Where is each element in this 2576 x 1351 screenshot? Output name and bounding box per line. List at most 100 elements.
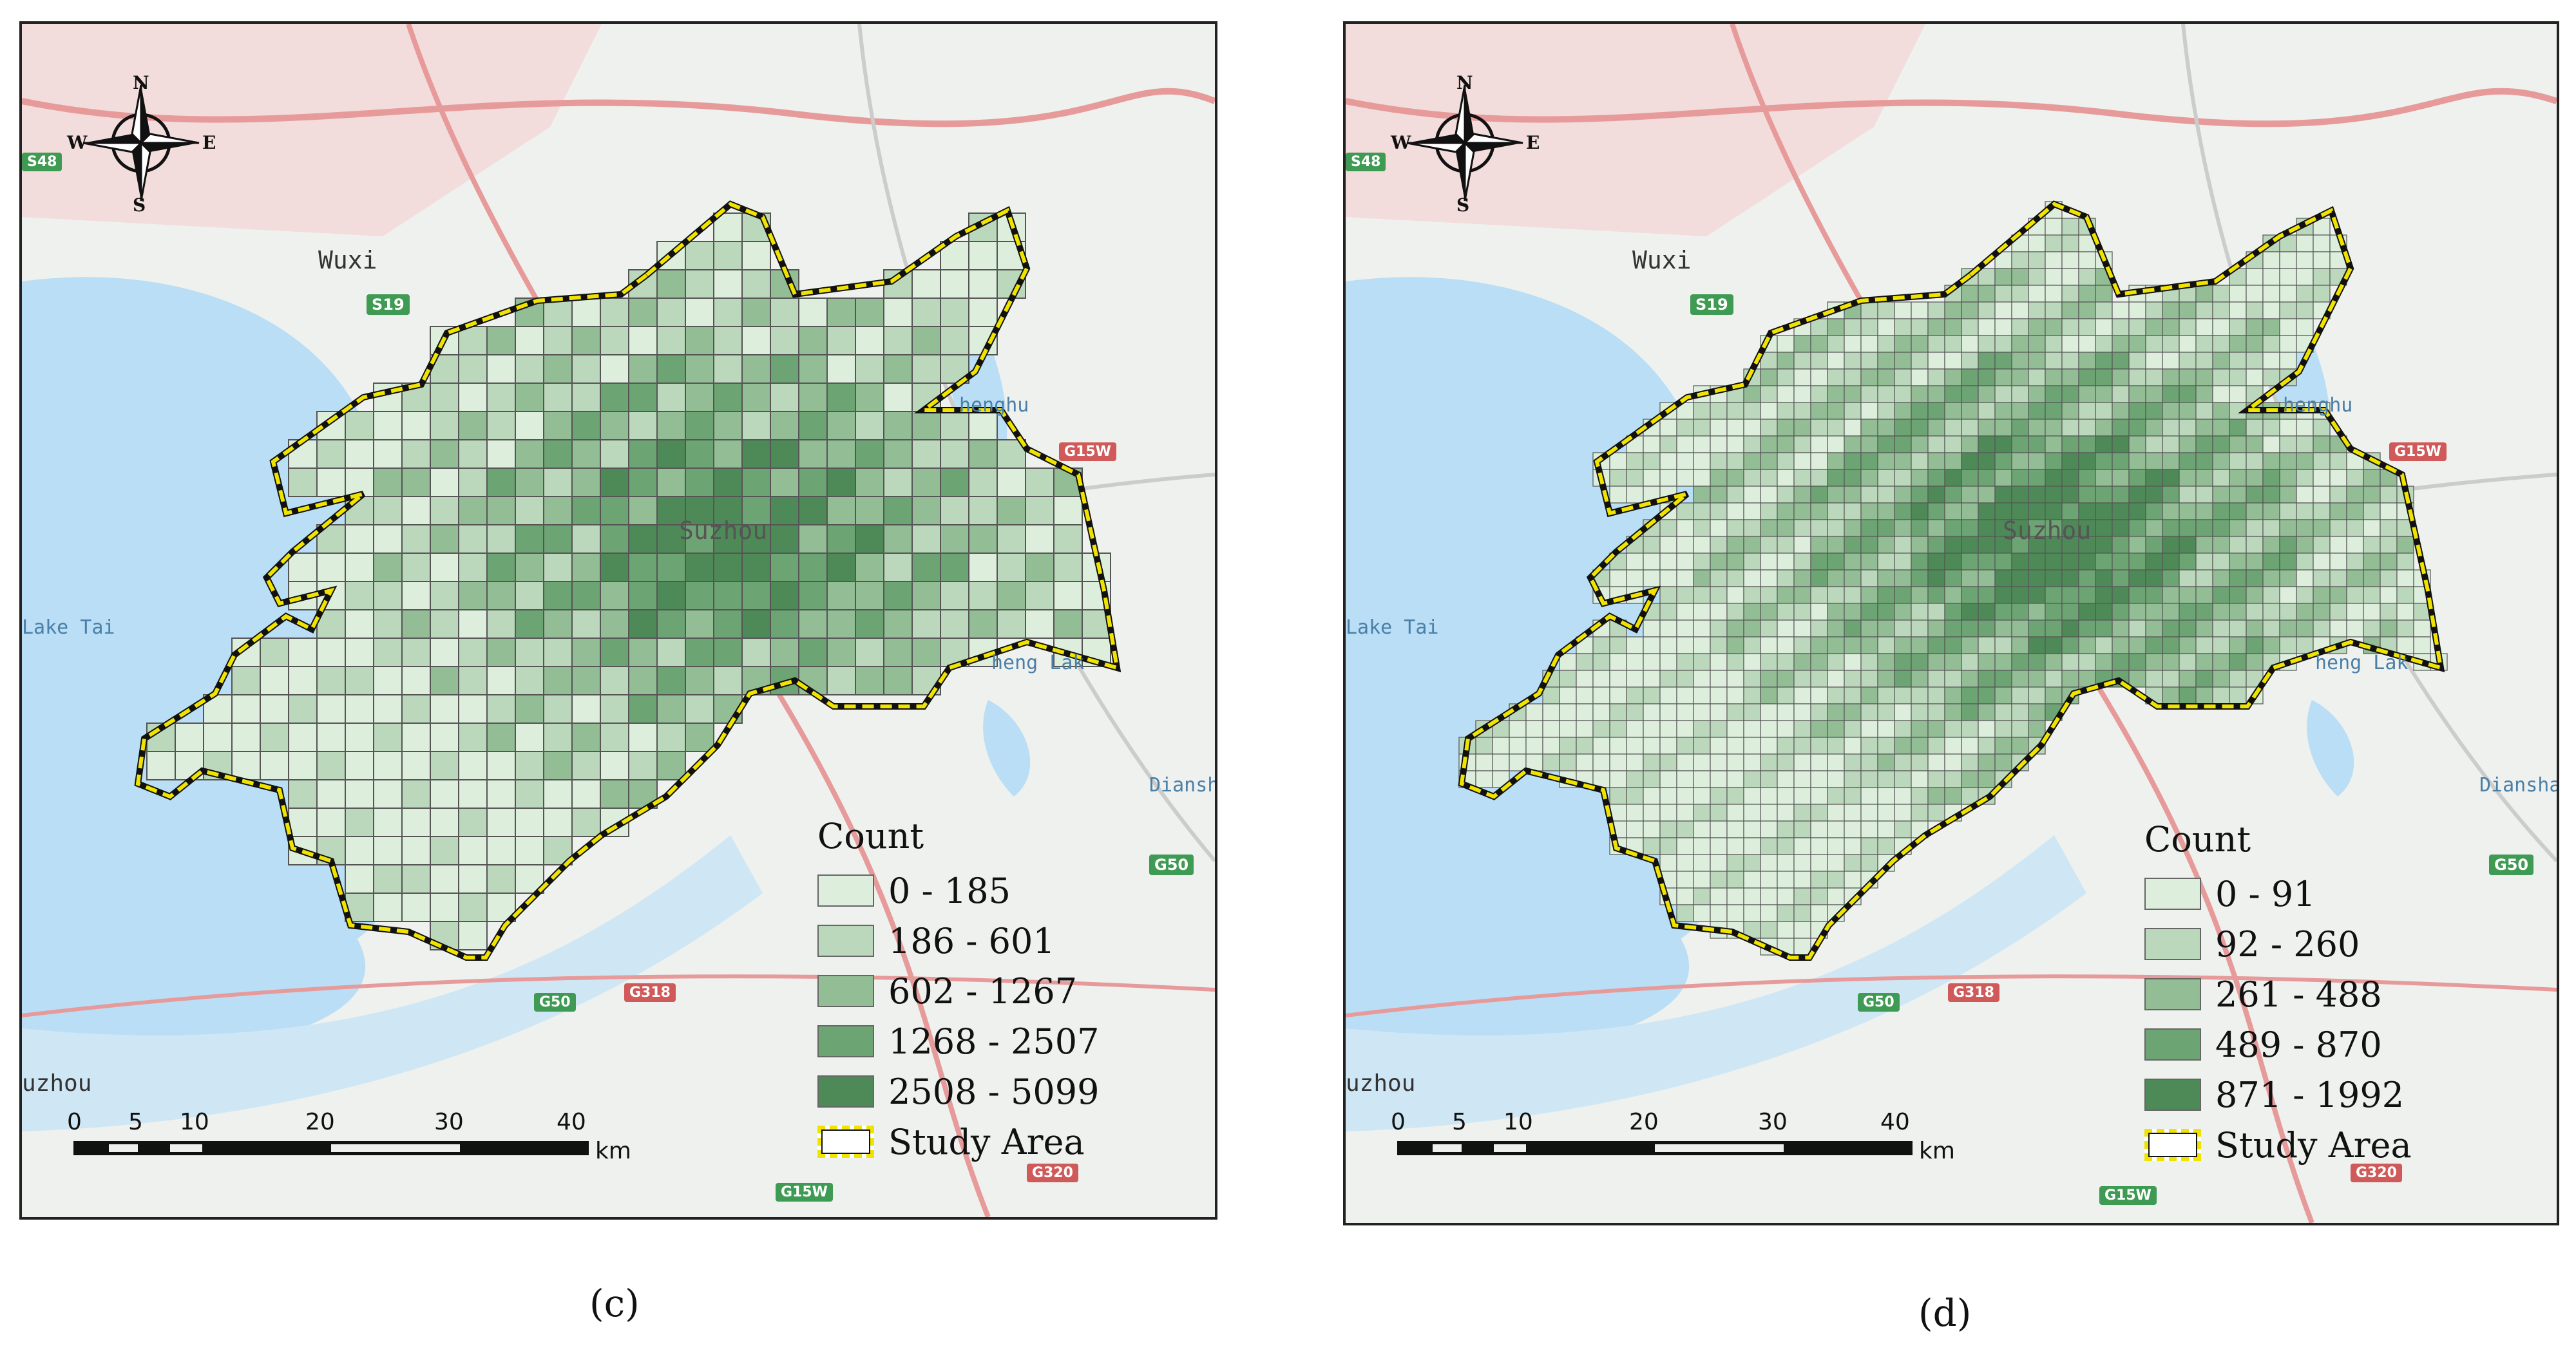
grid-cell bbox=[1944, 703, 1962, 721]
grid-cell bbox=[2262, 553, 2280, 571]
grid-cell bbox=[1743, 619, 1761, 638]
grid-cell bbox=[2011, 619, 2029, 638]
grid-cell bbox=[1978, 486, 1996, 504]
grid-cell bbox=[2061, 419, 2079, 437]
grid-cell bbox=[770, 354, 799, 384]
grid-cell bbox=[656, 411, 686, 440]
grid-cell bbox=[571, 808, 601, 837]
grid-cell bbox=[1994, 670, 2012, 688]
grid-cell bbox=[1810, 536, 1828, 554]
grid-cell bbox=[571, 666, 601, 695]
grid-cell bbox=[2313, 251, 2331, 269]
grid-cell bbox=[628, 496, 658, 525]
grid-cell bbox=[1911, 619, 1929, 638]
grid-cell bbox=[1626, 770, 1644, 788]
grid-cell bbox=[1810, 486, 1828, 504]
grid-cell bbox=[2045, 318, 2063, 336]
grid-cell bbox=[1877, 502, 1895, 520]
grid-cell bbox=[2061, 335, 2079, 353]
grid-cell bbox=[1844, 804, 1862, 822]
grid-cell bbox=[2128, 368, 2146, 386]
grid-cell bbox=[940, 553, 969, 582]
grid-cell bbox=[1810, 904, 1828, 922]
grid-cell bbox=[1860, 586, 1878, 604]
grid-cell bbox=[2195, 686, 2213, 704]
grid-cell bbox=[600, 496, 629, 525]
grid-cell bbox=[2045, 502, 2063, 520]
grid-cell bbox=[1710, 619, 1728, 638]
grid-cell bbox=[1626, 569, 1644, 587]
grid-cell bbox=[2313, 486, 2331, 504]
grid-cell bbox=[430, 723, 459, 752]
grid-cell bbox=[1978, 435, 1996, 453]
grid-cell bbox=[1860, 603, 1878, 621]
grid-cell bbox=[1961, 686, 1979, 704]
grid-cell bbox=[2229, 670, 2247, 688]
grid-cell bbox=[628, 723, 658, 752]
grid-cell bbox=[2262, 318, 2280, 336]
grid-cell bbox=[1978, 402, 1996, 420]
grid-cell bbox=[2011, 318, 2029, 336]
grid-cell bbox=[2078, 653, 2096, 671]
grid-cell bbox=[345, 666, 374, 695]
grid-cell bbox=[1844, 720, 1862, 738]
grid-cell bbox=[685, 496, 714, 525]
grid-cell bbox=[2296, 318, 2314, 336]
grid-cell bbox=[2279, 352, 2297, 370]
grid-cell bbox=[1793, 804, 1811, 822]
grid-cell bbox=[2179, 435, 2197, 453]
grid-cell bbox=[1676, 720, 1694, 738]
grid-cell bbox=[1810, 402, 1828, 420]
grid-cell bbox=[2296, 268, 2314, 286]
grid-cell bbox=[486, 354, 516, 384]
grid-cell bbox=[1994, 268, 2012, 286]
place-label-suzhou: Suzhou bbox=[2003, 516, 2092, 545]
grid-cell bbox=[316, 439, 346, 469]
place-label-lake-tai: Lake Tai bbox=[22, 616, 115, 639]
grid-cell bbox=[2229, 452, 2247, 470]
grid-cell bbox=[2246, 419, 2264, 437]
grid-cell bbox=[1860, 619, 1878, 638]
grid-cell bbox=[1726, 603, 1744, 621]
grid-cell bbox=[1626, 703, 1644, 721]
map-legend: Count 0 - 185 186 - 601 602 - 1267 1268 - 2… bbox=[817, 816, 1099, 1167]
grid-cell bbox=[2195, 670, 2213, 688]
grid-cell bbox=[1676, 887, 1694, 905]
grid-cell bbox=[2045, 452, 2063, 470]
grid-cell bbox=[1927, 502, 1945, 520]
grid-cell bbox=[826, 354, 856, 384]
grid-cell bbox=[2028, 285, 2046, 303]
grid-cell bbox=[1576, 703, 1594, 721]
grid-cell bbox=[345, 524, 374, 554]
grid-cell bbox=[1877, 419, 1895, 437]
grid-cell bbox=[2212, 301, 2230, 319]
grid-cell bbox=[2011, 352, 2029, 370]
grid-cell bbox=[1726, 452, 1744, 470]
grid-cell bbox=[146, 751, 176, 780]
grid-cell bbox=[1643, 619, 1661, 638]
grid-cell bbox=[1994, 619, 2012, 638]
scale-tick: 40 bbox=[557, 1109, 586, 1135]
grid-cell bbox=[1743, 569, 1761, 587]
grid-cell bbox=[1844, 536, 1862, 554]
grid-cell bbox=[1710, 887, 1728, 905]
grid-cell bbox=[2212, 402, 2230, 420]
grid-cell bbox=[1710, 737, 1728, 755]
grid-cell bbox=[2279, 452, 2297, 470]
grid-cell bbox=[1743, 804, 1761, 822]
grid-cell bbox=[2195, 419, 2213, 437]
grid-cell bbox=[1676, 871, 1694, 889]
grid-cell bbox=[1860, 636, 1878, 654]
grid-cell bbox=[1961, 703, 1979, 721]
grid-cell bbox=[1760, 385, 1778, 403]
grid-cell bbox=[2112, 586, 2130, 604]
grid-cell bbox=[1053, 609, 1083, 639]
grid-cell bbox=[2346, 619, 2364, 638]
grid-cell bbox=[1994, 569, 2012, 587]
legend-swatch bbox=[817, 874, 874, 907]
road-shield-g50: G50 bbox=[2489, 855, 2534, 875]
road-shield-g320: G320 bbox=[1027, 1164, 1078, 1182]
grid-cell bbox=[458, 779, 488, 809]
grid-cell bbox=[2045, 218, 2063, 236]
grid-cell bbox=[1877, 435, 1895, 453]
